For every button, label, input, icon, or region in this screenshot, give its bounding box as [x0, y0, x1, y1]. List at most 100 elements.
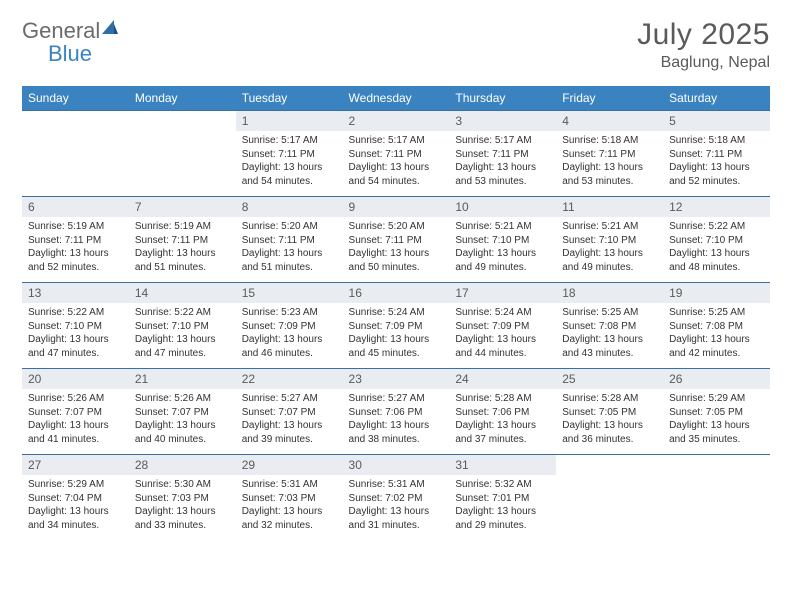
day-info: Sunrise: 5:25 AMSunset: 7:08 PMDaylight:… — [556, 303, 663, 366]
calendar-week: 1Sunrise: 5:17 AMSunset: 7:11 PMDaylight… — [22, 111, 770, 197]
day-info: Sunrise: 5:30 AMSunset: 7:03 PMDaylight:… — [129, 475, 236, 538]
day-info: Sunrise: 5:22 AMSunset: 7:10 PMDaylight:… — [129, 303, 236, 366]
sunrise-text: Sunrise: 5:28 AM — [562, 392, 657, 406]
day-number: 2 — [343, 111, 450, 131]
sunset-text: Sunset: 7:10 PM — [135, 320, 230, 334]
sunrise-text: Sunrise: 5:19 AM — [135, 220, 230, 234]
sunrise-text: Sunrise: 5:18 AM — [562, 134, 657, 148]
daylight-text: Daylight: 13 hours and 43 minutes. — [562, 333, 657, 360]
day-info: Sunrise: 5:18 AMSunset: 7:11 PMDaylight:… — [556, 131, 663, 194]
daylight-text: Daylight: 13 hours and 32 minutes. — [242, 505, 337, 532]
month-title: July 2025 — [637, 18, 770, 52]
day-info: Sunrise: 5:21 AMSunset: 7:10 PMDaylight:… — [449, 217, 556, 280]
day-cell: 7Sunrise: 5:19 AMSunset: 7:11 PMDaylight… — [129, 197, 236, 283]
sunrise-text: Sunrise: 5:32 AM — [455, 478, 550, 492]
sunrise-text: Sunrise: 5:28 AM — [455, 392, 550, 406]
daylight-text: Daylight: 13 hours and 33 minutes. — [135, 505, 230, 532]
dow-header: Wednesday — [343, 86, 450, 111]
daylight-text: Daylight: 13 hours and 47 minutes. — [135, 333, 230, 360]
sunset-text: Sunset: 7:05 PM — [562, 406, 657, 420]
daylight-text: Daylight: 13 hours and 48 minutes. — [669, 247, 764, 274]
sunset-text: Sunset: 7:07 PM — [135, 406, 230, 420]
daylight-text: Daylight: 13 hours and 34 minutes. — [28, 505, 123, 532]
sunrise-text: Sunrise: 5:26 AM — [28, 392, 123, 406]
day-number: 30 — [343, 455, 450, 475]
sunrise-text: Sunrise: 5:20 AM — [349, 220, 444, 234]
sunset-text: Sunset: 7:02 PM — [349, 492, 444, 506]
day-cell: 2Sunrise: 5:17 AMSunset: 7:11 PMDaylight… — [343, 111, 450, 197]
day-number: 6 — [22, 197, 129, 217]
title-block: July 2025 Baglung, Nepal — [637, 18, 770, 72]
day-info: Sunrise: 5:17 AMSunset: 7:11 PMDaylight:… — [236, 131, 343, 194]
day-info: Sunrise: 5:20 AMSunset: 7:11 PMDaylight:… — [236, 217, 343, 280]
logo: General Blue — [22, 18, 120, 66]
sunset-text: Sunset: 7:03 PM — [135, 492, 230, 506]
sunrise-text: Sunrise: 5:22 AM — [669, 220, 764, 234]
location: Baglung, Nepal — [637, 54, 770, 72]
calendar-week: 27Sunrise: 5:29 AMSunset: 7:04 PMDayligh… — [22, 455, 770, 541]
daylight-text: Daylight: 13 hours and 41 minutes. — [28, 419, 123, 446]
day-info: Sunrise: 5:19 AMSunset: 7:11 PMDaylight:… — [22, 217, 129, 280]
daylight-text: Daylight: 13 hours and 52 minutes. — [28, 247, 123, 274]
dow-header: Sunday — [22, 86, 129, 111]
day-cell: 9Sunrise: 5:20 AMSunset: 7:11 PMDaylight… — [343, 197, 450, 283]
day-cell: 18Sunrise: 5:25 AMSunset: 7:08 PMDayligh… — [556, 283, 663, 369]
day-cell: 30Sunrise: 5:31 AMSunset: 7:02 PMDayligh… — [343, 455, 450, 541]
day-cell: 29Sunrise: 5:31 AMSunset: 7:03 PMDayligh… — [236, 455, 343, 541]
day-number: 1 — [236, 111, 343, 131]
day-info: Sunrise: 5:25 AMSunset: 7:08 PMDaylight:… — [663, 303, 770, 366]
sunset-text: Sunset: 7:06 PM — [349, 406, 444, 420]
day-cell: 21Sunrise: 5:26 AMSunset: 7:07 PMDayligh… — [129, 369, 236, 455]
day-number: 17 — [449, 283, 556, 303]
day-cell: 3Sunrise: 5:17 AMSunset: 7:11 PMDaylight… — [449, 111, 556, 197]
sunrise-text: Sunrise: 5:30 AM — [135, 478, 230, 492]
sunset-text: Sunset: 7:10 PM — [669, 234, 764, 248]
day-info: Sunrise: 5:24 AMSunset: 7:09 PMDaylight:… — [449, 303, 556, 366]
daylight-text: Daylight: 13 hours and 37 minutes. — [455, 419, 550, 446]
sunset-text: Sunset: 7:04 PM — [28, 492, 123, 506]
daylight-text: Daylight: 13 hours and 54 minutes. — [242, 161, 337, 188]
sunset-text: Sunset: 7:11 PM — [242, 234, 337, 248]
sunrise-text: Sunrise: 5:21 AM — [455, 220, 550, 234]
day-number: 25 — [556, 369, 663, 389]
day-cell: 15Sunrise: 5:23 AMSunset: 7:09 PMDayligh… — [236, 283, 343, 369]
day-number: 31 — [449, 455, 556, 475]
day-info: Sunrise: 5:28 AMSunset: 7:06 PMDaylight:… — [449, 389, 556, 452]
day-info: Sunrise: 5:26 AMSunset: 7:07 PMDaylight:… — [129, 389, 236, 452]
day-number: 13 — [22, 283, 129, 303]
day-number: 22 — [236, 369, 343, 389]
day-number: 5 — [663, 111, 770, 131]
sunset-text: Sunset: 7:11 PM — [135, 234, 230, 248]
sunrise-text: Sunrise: 5:18 AM — [669, 134, 764, 148]
sunset-text: Sunset: 7:10 PM — [455, 234, 550, 248]
day-info: Sunrise: 5:17 AMSunset: 7:11 PMDaylight:… — [449, 131, 556, 194]
sunset-text: Sunset: 7:11 PM — [455, 148, 550, 162]
day-cell: 13Sunrise: 5:22 AMSunset: 7:10 PMDayligh… — [22, 283, 129, 369]
day-number: 14 — [129, 283, 236, 303]
day-info: Sunrise: 5:26 AMSunset: 7:07 PMDaylight:… — [22, 389, 129, 452]
sunset-text: Sunset: 7:11 PM — [349, 148, 444, 162]
sunset-text: Sunset: 7:08 PM — [669, 320, 764, 334]
day-cell: 6Sunrise: 5:19 AMSunset: 7:11 PMDaylight… — [22, 197, 129, 283]
day-number: 21 — [129, 369, 236, 389]
daylight-text: Daylight: 13 hours and 47 minutes. — [28, 333, 123, 360]
day-info: Sunrise: 5:27 AMSunset: 7:07 PMDaylight:… — [236, 389, 343, 452]
daylight-text: Daylight: 13 hours and 36 minutes. — [562, 419, 657, 446]
sunset-text: Sunset: 7:11 PM — [28, 234, 123, 248]
day-cell: 4Sunrise: 5:18 AMSunset: 7:11 PMDaylight… — [556, 111, 663, 197]
sunrise-text: Sunrise: 5:22 AM — [28, 306, 123, 320]
daylight-text: Daylight: 13 hours and 49 minutes. — [562, 247, 657, 274]
daylight-text: Daylight: 13 hours and 53 minutes. — [562, 161, 657, 188]
day-cell: 14Sunrise: 5:22 AMSunset: 7:10 PMDayligh… — [129, 283, 236, 369]
sunrise-text: Sunrise: 5:23 AM — [242, 306, 337, 320]
day-cell: 11Sunrise: 5:21 AMSunset: 7:10 PMDayligh… — [556, 197, 663, 283]
sunset-text: Sunset: 7:01 PM — [455, 492, 550, 506]
calendar-table: SundayMondayTuesdayWednesdayThursdayFrid… — [22, 86, 770, 541]
sunrise-text: Sunrise: 5:27 AM — [349, 392, 444, 406]
day-number: 28 — [129, 455, 236, 475]
sunrise-text: Sunrise: 5:29 AM — [669, 392, 764, 406]
daylight-text: Daylight: 13 hours and 42 minutes. — [669, 333, 764, 360]
sunset-text: Sunset: 7:11 PM — [669, 148, 764, 162]
sunrise-text: Sunrise: 5:25 AM — [669, 306, 764, 320]
sunrise-text: Sunrise: 5:27 AM — [242, 392, 337, 406]
